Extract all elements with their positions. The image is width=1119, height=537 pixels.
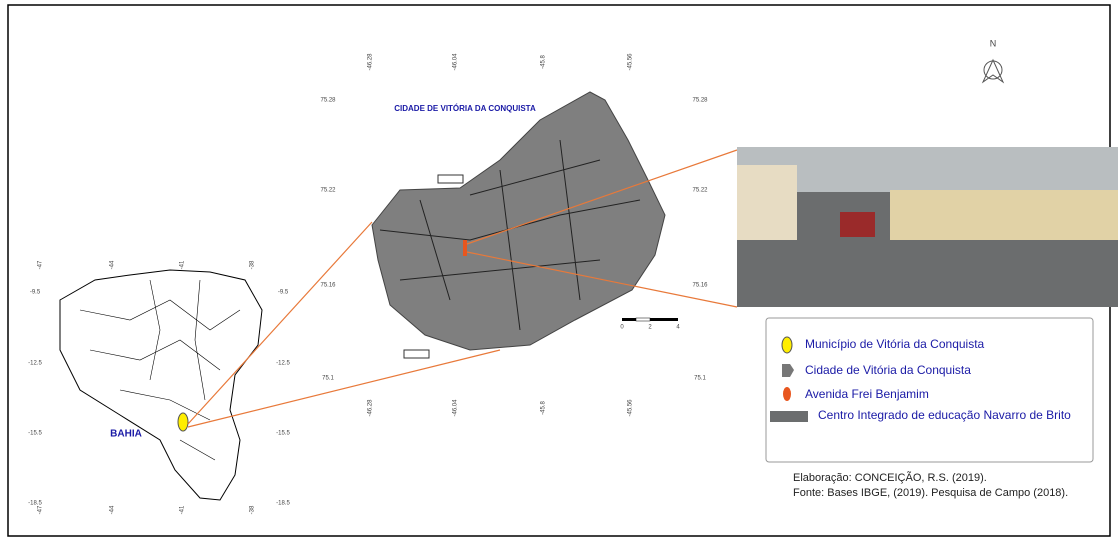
photo-car xyxy=(840,212,875,237)
coordinate-label: 75.28 xyxy=(320,98,336,104)
legend-symbol xyxy=(782,364,794,377)
coordinate-label: -45.56 xyxy=(628,53,634,71)
detail-block xyxy=(403,349,430,359)
legend-label: Cidade de Vitória da Conquista xyxy=(805,363,971,377)
legend-symbol xyxy=(770,411,808,422)
coordinate-label: -15.5 xyxy=(28,431,42,437)
bahia-outline xyxy=(59,269,263,501)
coordinate-label: 75.16 xyxy=(692,283,708,289)
scale-label: 0 xyxy=(620,325,624,331)
scale-label: 4 xyxy=(676,325,680,331)
coordinate-label: -46.04 xyxy=(453,53,459,71)
coordinate-label: -41 xyxy=(180,260,186,269)
photo-wall xyxy=(890,190,1118,240)
north-circle xyxy=(983,60,1003,80)
legend-label: Avenida Frei Benjamim xyxy=(805,387,929,401)
coordinate-label: 75.1 xyxy=(694,376,706,382)
coordinate-label: -18.5 xyxy=(276,501,290,507)
coordinate-label: -18.5 xyxy=(28,501,42,507)
coordinate-label: -47 xyxy=(38,505,44,514)
coordinate-label: -45.8 xyxy=(541,55,547,69)
coordinate-label: -46.04 xyxy=(453,399,459,417)
photo-wall xyxy=(737,165,797,240)
scale-label: 2 xyxy=(648,325,652,331)
bahia-label: BAHIA xyxy=(110,429,142,440)
credit: Fonte: Bases IBGE, (2019). Pesquisa de C… xyxy=(793,487,1068,499)
coordinate-label: -9.5 xyxy=(278,290,289,296)
coordinate-label: -15.5 xyxy=(276,431,290,437)
coordinate-label: -12.5 xyxy=(276,361,290,367)
coordinate-label: -38 xyxy=(250,505,256,514)
north-label: N xyxy=(990,38,997,48)
coordinate-label: -45.56 xyxy=(628,399,634,417)
coordinate-label: 75.22 xyxy=(692,188,708,194)
coordinate-label: 75.22 xyxy=(320,188,336,194)
coordinate-label: -47 xyxy=(38,260,44,269)
municipality-highlight xyxy=(177,412,189,432)
scale-bar-segment xyxy=(635,317,651,322)
legend-symbol xyxy=(781,336,793,354)
avenue-highlight xyxy=(463,240,467,256)
coordinate-label: -12.5 xyxy=(28,361,42,367)
coordinate-label: -44 xyxy=(110,505,116,514)
legend-box xyxy=(765,317,1094,463)
legend-label: Município de Vitória da Conquista xyxy=(805,337,985,351)
coordinate-label: 75.28 xyxy=(692,98,708,104)
legend-items: Município de Vitória da Conquista Cidade … xyxy=(805,337,1071,422)
coordinate-label: -45.8 xyxy=(541,401,547,415)
coordinate-label: -9.5 xyxy=(30,290,41,296)
coordinate-label: -38 xyxy=(250,260,256,269)
coordinate-label: -46.28 xyxy=(368,399,374,417)
legend-symbol xyxy=(783,387,791,401)
credit: Elaboração: CONCEIÇÃO, R.S. (2019). xyxy=(793,471,987,484)
coordinate-label: -44 xyxy=(110,260,116,269)
city-title: CIDADE DE VITÓRIA DA CONQUISTA xyxy=(394,104,536,113)
municipal-borders xyxy=(79,279,241,461)
legend-label: Centro Integrado de educação Navarro de … xyxy=(818,408,1071,422)
connector xyxy=(187,149,738,428)
north-arrow xyxy=(981,58,1005,84)
photo-sky xyxy=(737,147,1118,192)
coordinate-label: -46.28 xyxy=(368,53,374,71)
coordinate-label: 75.1 xyxy=(322,376,334,382)
detail-block xyxy=(437,174,464,184)
coordinate-label: 75.16 xyxy=(320,283,336,289)
coordinate-label: -41 xyxy=(180,505,186,514)
